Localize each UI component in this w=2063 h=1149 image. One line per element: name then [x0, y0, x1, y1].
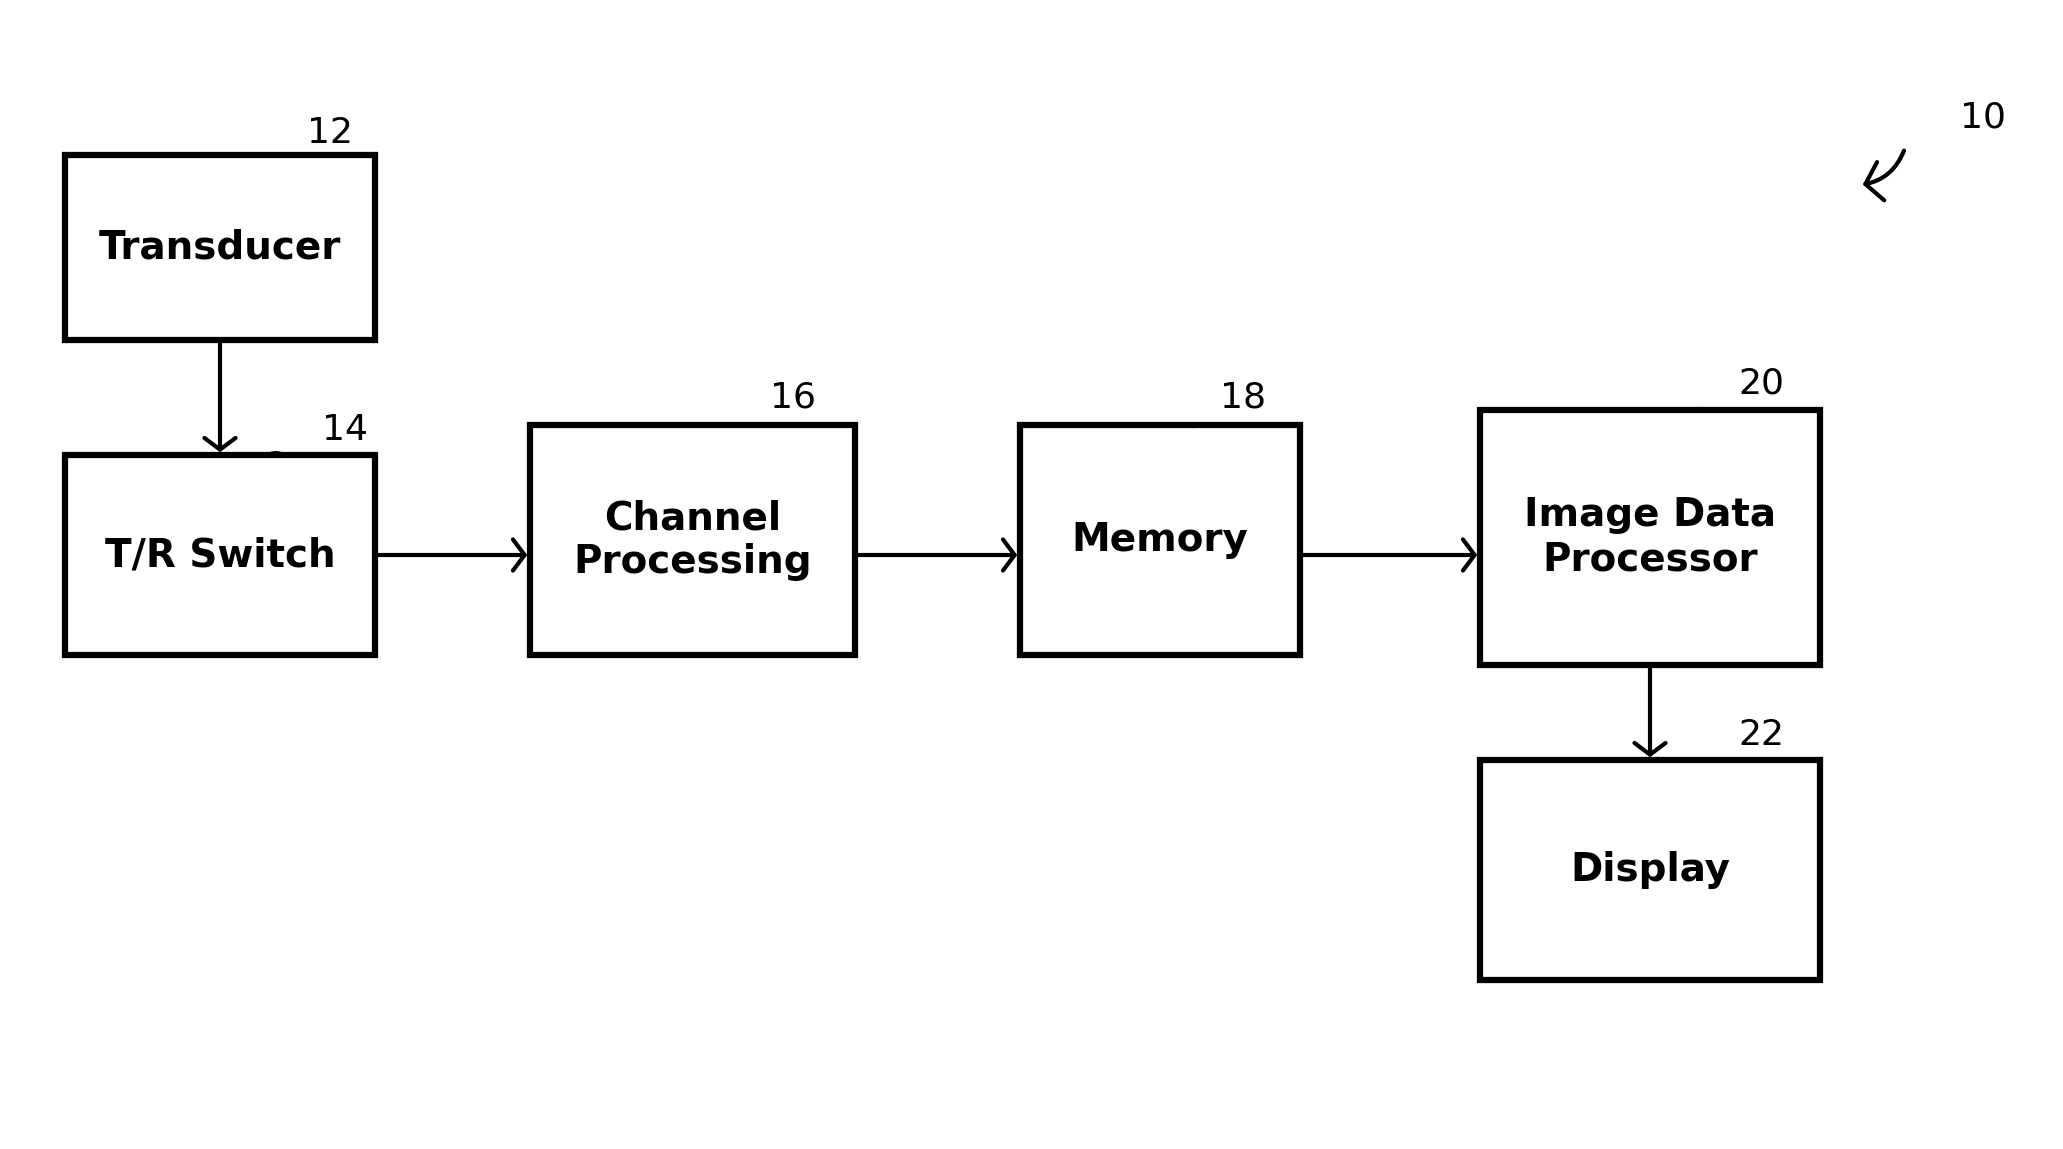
Text: Memory: Memory: [1071, 520, 1248, 560]
Text: T/R Switch: T/R Switch: [105, 535, 336, 574]
Bar: [1019, 425, 1300, 655]
Text: 16: 16: [769, 381, 817, 415]
Text: 20: 20: [1737, 367, 1784, 400]
Text: 10: 10: [1960, 101, 2005, 134]
Bar: [1479, 410, 1820, 665]
Bar: [66, 455, 375, 655]
Text: Channel
Processing: Channel Processing: [574, 499, 813, 581]
Text: 22: 22: [1737, 718, 1784, 751]
Bar: [66, 155, 375, 340]
Text: 12: 12: [307, 116, 353, 151]
Text: 14: 14: [322, 412, 367, 447]
Bar: [1479, 759, 1820, 980]
Text: Image Data
Processor: Image Data Processor: [1525, 496, 1776, 578]
Text: 18: 18: [1219, 381, 1267, 415]
Bar: [530, 425, 854, 655]
Text: Transducer: Transducer: [99, 229, 340, 267]
Text: Display: Display: [1570, 851, 1731, 889]
